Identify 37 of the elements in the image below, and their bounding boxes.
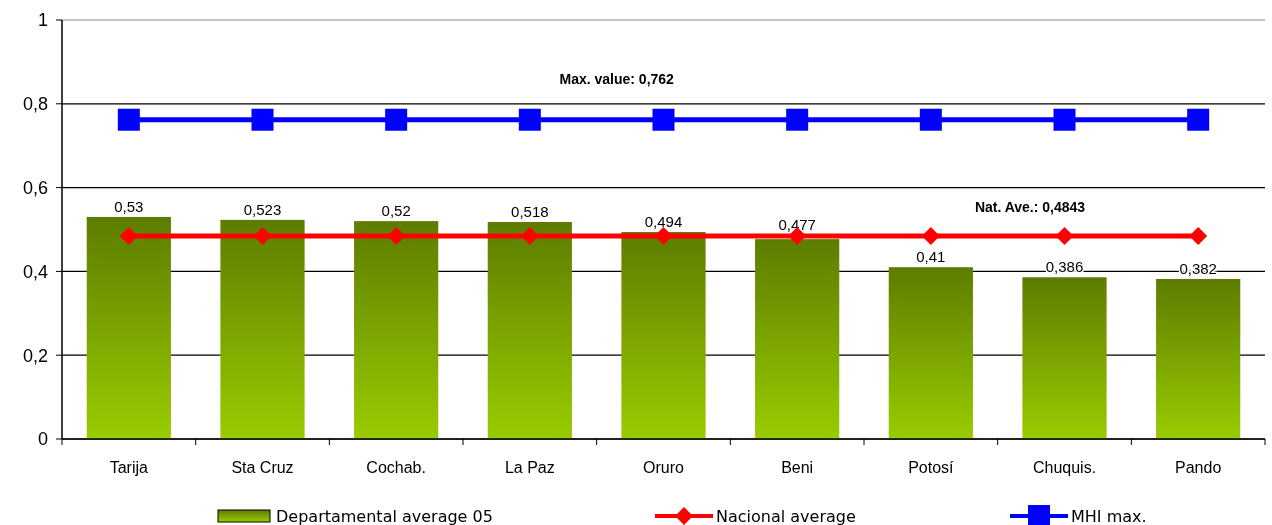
x-tick-label: Cochab.	[366, 459, 426, 476]
x-tick-label: Chuquis.	[1032, 459, 1097, 476]
data-label: 0,477	[778, 216, 816, 234]
annotation: Nat. Ave.: 0,4843	[974, 199, 1086, 215]
bar	[487, 221, 572, 439]
bar	[220, 219, 305, 439]
bar	[755, 239, 840, 439]
data-label: 0,518	[511, 202, 549, 220]
x-tick-label: Beni	[781, 459, 814, 476]
x-tick-label: Sta Cruz	[231, 459, 294, 476]
data-label: 0,41	[916, 248, 946, 266]
legend-label: MHI max.	[1071, 506, 1147, 525]
legend-label: Nacional average	[716, 506, 856, 525]
bar	[354, 221, 439, 439]
y-tick-label: 0,6	[22, 177, 48, 198]
legend-label: Departamental average 05	[276, 506, 493, 525]
x-tick-label: Potosí	[908, 459, 955, 476]
data-label: 0,53	[114, 197, 144, 215]
annotation: Max. value: 0,762	[559, 70, 675, 87]
bar	[621, 232, 706, 439]
data-label: 0,52	[381, 202, 411, 220]
data-label: 0,523	[243, 200, 282, 218]
y-tick-label: 1	[37, 10, 48, 31]
bar	[888, 267, 973, 439]
bar	[1156, 278, 1241, 439]
data-label: 0,494	[644, 213, 683, 231]
y-tick-label: 0	[37, 429, 48, 450]
y-tick-label: 0,8	[22, 94, 48, 115]
bar	[1022, 277, 1107, 439]
x-tick-label: Tarija	[109, 459, 149, 476]
x-tick-label: Pando	[1175, 459, 1222, 476]
y-tick-label: 0,2	[22, 345, 48, 366]
y-tick-label: 0,4	[22, 261, 48, 282]
x-tick-label: La Paz	[504, 459, 555, 476]
x-tick-label: Oruro	[643, 459, 685, 476]
data-label: 0,386	[1045, 258, 1084, 276]
bar	[86, 216, 171, 439]
